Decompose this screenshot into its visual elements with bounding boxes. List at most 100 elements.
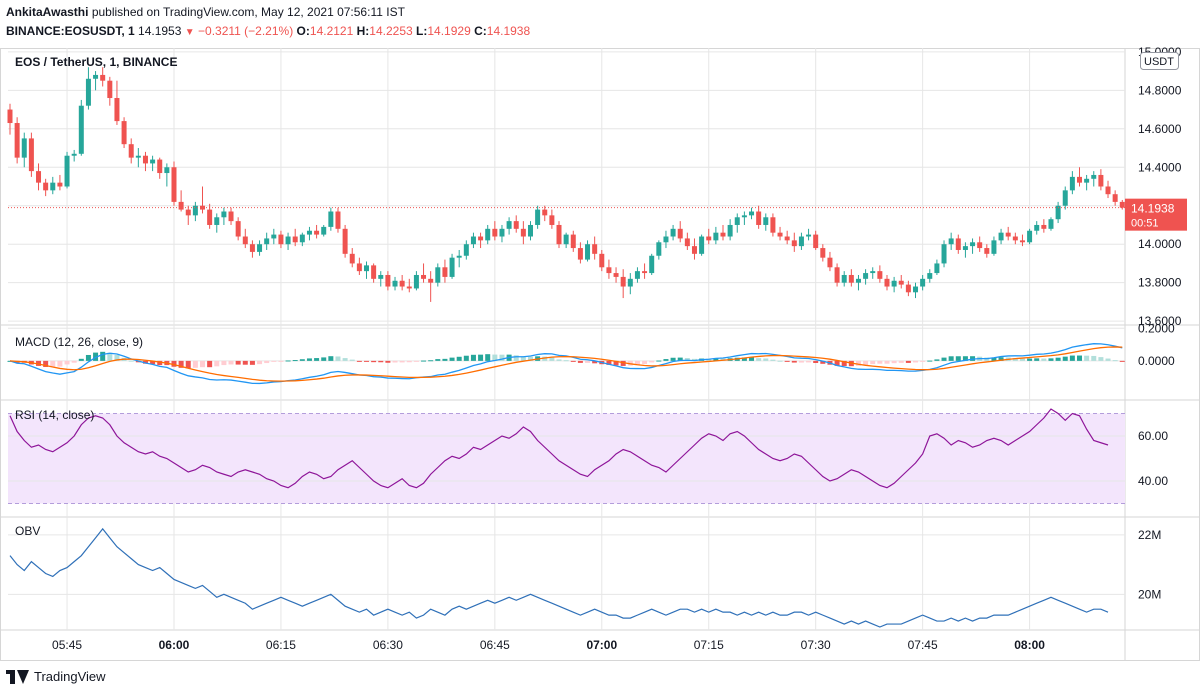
candle [1112, 190, 1118, 206]
candle [649, 253, 655, 275]
candle-body [770, 217, 776, 233]
candle [1062, 186, 1068, 210]
macd-hist-bar [349, 359, 355, 361]
candle [249, 240, 255, 258]
macd-hist-bar [1062, 356, 1068, 361]
macd-hist-bar [207, 360, 213, 368]
candle-body [192, 205, 198, 216]
candle [535, 205, 541, 229]
candle [763, 213, 769, 231]
time-tick-label: 06:30 [373, 638, 403, 652]
candle [798, 232, 804, 250]
chart-canvas[interactable]: 05:45 06:00 06:15 06:30 06:45 07:00 07:15 07:30… [0, 0, 1200, 668]
candle [542, 205, 548, 222]
candle-body [371, 265, 377, 279]
candle-body [827, 257, 833, 268]
publisher-name[interactable]: AnkitaAwasthi [6, 5, 89, 19]
macd-hist-bar [756, 358, 762, 361]
candle-body [535, 209, 541, 225]
candle-body [577, 248, 583, 260]
candle-body [1048, 219, 1054, 229]
candle [962, 242, 968, 258]
candle-body [592, 244, 598, 254]
candle-body [228, 211, 234, 222]
macd-hist-bar [1119, 360, 1125, 362]
candle-body [727, 224, 733, 237]
candle [364, 261, 369, 279]
candle [520, 221, 526, 245]
macd-hist-bar [613, 360, 619, 366]
candle [834, 263, 840, 287]
macd-hist-bar [585, 360, 591, 363]
candle-body [791, 240, 797, 247]
candle-body [478, 236, 484, 241]
macd-hist-bar [406, 360, 412, 363]
macd-hist-bar [1019, 358, 1025, 361]
candle-body [57, 182, 63, 187]
macd-hist-bar [884, 360, 890, 364]
candle-body [720, 232, 726, 237]
chart-frame [0, 48, 1200, 661]
candle [898, 274, 904, 289]
candle [670, 224, 676, 241]
open-value: 14.2121 [309, 24, 354, 38]
macd-hist-bar [50, 360, 56, 367]
candle-body [249, 244, 255, 252]
macd-hist-bar [1091, 355, 1097, 361]
macd-hist-bar [798, 360, 804, 363]
macd-hist-bar [920, 360, 926, 362]
last-price-badge: 14.1938 00:51 [1125, 198, 1187, 231]
candle [157, 157, 163, 179]
candle [150, 155, 156, 172]
macd-hist-bar [285, 360, 291, 362]
candle [299, 232, 305, 247]
candle-body [585, 244, 591, 260]
candle-body [43, 182, 49, 191]
time-tick-label: 07:30 [801, 638, 831, 652]
candle [620, 269, 626, 299]
candle [93, 71, 99, 91]
time-tick-label: 06:15 [266, 638, 296, 652]
candle [321, 224, 327, 237]
candle-body [107, 80, 113, 99]
macd-hist-bar [456, 356, 462, 361]
candle-body [64, 155, 70, 187]
candle [599, 249, 605, 272]
macd-hist-bar [1105, 358, 1111, 361]
macd-hist-bar [549, 357, 555, 361]
candle-body [214, 217, 220, 225]
candle [328, 207, 334, 231]
candle-body [813, 234, 819, 249]
macd-hist-bar [128, 360, 134, 362]
candle [356, 257, 362, 275]
macd-hist-bar [321, 357, 327, 361]
candle [577, 242, 583, 264]
candle [991, 236, 997, 256]
candle-body [71, 153, 77, 156]
candle [684, 232, 690, 250]
macd-line [9, 343, 1123, 385]
brand-label[interactable]: TradingView [34, 669, 106, 684]
candle [85, 67, 91, 110]
candle-body [699, 236, 705, 254]
candle [741, 211, 747, 225]
candle-body [157, 159, 163, 174]
candle-body [242, 236, 248, 245]
macd-hist-bar [998, 357, 1004, 361]
candle [449, 253, 455, 279]
macd-hist-bar [485, 354, 491, 361]
macd-tick-label: 0.0000 [1138, 354, 1175, 368]
candle-body [342, 228, 348, 254]
candle [699, 234, 705, 256]
macd-hist-bar [57, 360, 63, 367]
candle-body [706, 236, 712, 241]
candle [1012, 232, 1018, 245]
macd-hist-bar [442, 358, 448, 361]
candle-body [1119, 201, 1125, 208]
candle-body [784, 236, 790, 241]
candle [1077, 167, 1082, 187]
macd-hist-bar [642, 360, 648, 364]
candle-body [905, 284, 911, 293]
candle-body [820, 248, 826, 258]
macd-hist-bar [713, 358, 719, 361]
